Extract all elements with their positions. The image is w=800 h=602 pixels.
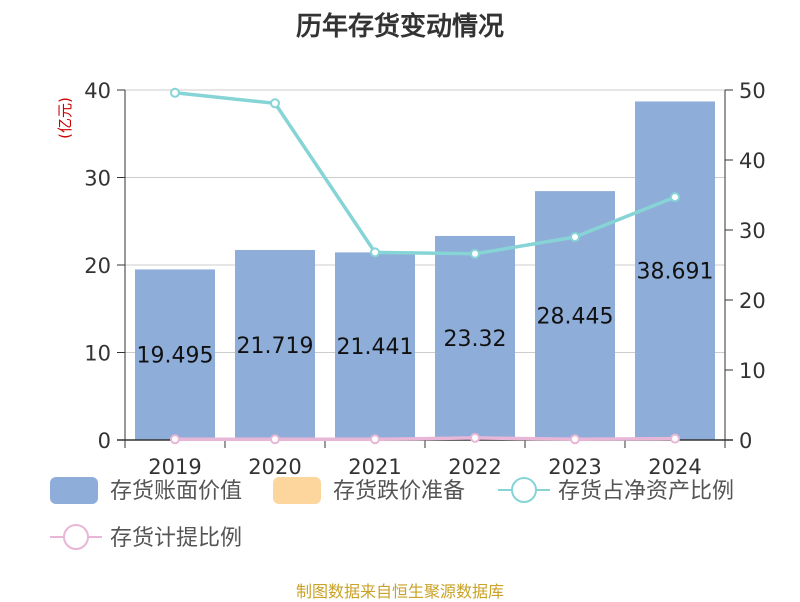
right-tick-label: 10 — [739, 359, 766, 383]
right-axis-unit: % — [796, 96, 800, 110]
bar-value-label: 21.441 — [337, 335, 414, 360]
legend-swatch — [50, 477, 98, 504]
bar-value-label: 19.495 — [137, 344, 214, 369]
legend-item: 存货计提比例 — [50, 524, 242, 551]
series-line — [174, 91, 676, 256]
line-point — [570, 434, 580, 445]
left-tick-label: 20 — [84, 254, 111, 278]
data-labels: 19.495 21.719 21.441 23.32 28.445 38.691 — [137, 260, 714, 369]
x-tick-label: 2024 — [648, 455, 701, 479]
right-tick-label: 50 — [739, 79, 766, 103]
legend-marker — [63, 524, 89, 550]
line-point — [570, 232, 580, 242]
legend-label: 存货跌价准备 — [333, 479, 465, 504]
x-tick-label: 2021 — [348, 455, 401, 479]
grid-lines — [125, 89, 725, 353]
legend-swatch — [273, 477, 321, 504]
line-point — [670, 192, 680, 203]
left-tick-label: 30 — [84, 167, 111, 191]
legend-marker — [511, 477, 537, 503]
line-point — [370, 247, 380, 258]
left-axis-unit: (亿元) — [56, 97, 74, 139]
right-tick-label: 0 — [739, 429, 752, 453]
right-tick-label: 40 — [739, 149, 766, 173]
bar — [235, 249, 315, 440]
line-point — [370, 434, 380, 445]
left-tick-label: 0 — [98, 429, 111, 453]
chart-title: 历年存货变动情况 — [295, 12, 504, 42]
line-point — [470, 248, 480, 259]
line-point — [670, 433, 680, 444]
bar-value-label: 28.445 — [537, 305, 614, 330]
line-point — [170, 87, 180, 98]
line-point — [270, 434, 280, 445]
bar — [435, 235, 515, 440]
bars — [135, 101, 715, 441]
left-tick-label: 40 — [84, 79, 111, 103]
left-tick-label: 10 — [84, 342, 111, 366]
legend-label: 存货占净资产比例 — [558, 479, 734, 504]
right-tick-label: 30 — [739, 219, 766, 243]
bar — [335, 252, 415, 440]
legend-item: 存货占净资产比例 — [498, 477, 734, 504]
legend-item: 存货跌价准备 — [273, 477, 465, 504]
x-tick-label: 2023 — [548, 455, 601, 479]
line-point — [170, 434, 180, 445]
lines — [170, 87, 680, 445]
bar-value-label: 23.32 — [444, 327, 507, 352]
bar — [135, 269, 215, 440]
source-note: 制图数据来自恒生聚源数据库 — [295, 582, 504, 601]
x-tick-label: 2020 — [248, 455, 301, 479]
line-point — [470, 432, 480, 443]
x-tick-label: 2019 — [148, 455, 201, 479]
legend-label: 存货计提比例 — [110, 526, 242, 551]
series-line — [175, 436, 676, 442]
bar-value-label: 21.719 — [237, 334, 314, 359]
line-point — [270, 98, 280, 109]
axes: 0 10 20 30 40 0 10 20 30 40 50 (亿元)% 2019 2020 2021 202… — [56, 79, 800, 479]
legend-label: 存货账面价值 — [110, 479, 242, 504]
x-tick-label: 2022 — [448, 455, 501, 479]
legend-item: 存货账面价值 — [50, 477, 242, 504]
bar-value-label: 38.691 — [637, 260, 714, 285]
bar — [635, 101, 715, 441]
right-tick-label: 20 — [739, 289, 766, 313]
